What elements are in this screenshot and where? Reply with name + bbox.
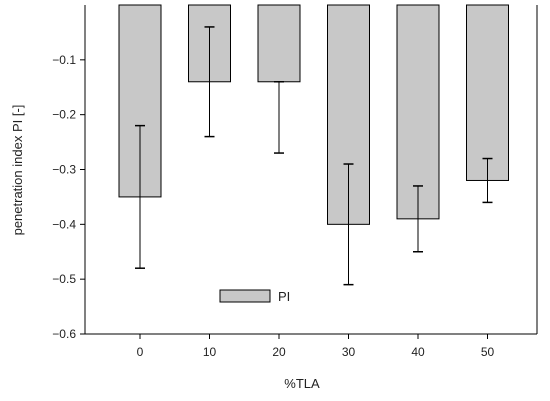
axes-layer: −0.1 −0.2 −0.3 −0.4 −0.5 −0.6 0 10 20 30 40 50 bbox=[52, 5, 538, 359]
x-tick-label: 10 bbox=[203, 345, 217, 359]
legend-label-pi: PI bbox=[278, 289, 290, 304]
y-tick-label: −0.2 bbox=[52, 108, 76, 122]
y-axis-label: penetration index PI [-] bbox=[10, 105, 25, 236]
bar-40 bbox=[396, 4, 440, 220]
y-tick-label: −0.1 bbox=[52, 53, 76, 67]
error-bars-layer bbox=[135, 26, 493, 286]
x-tick-label: 20 bbox=[272, 345, 286, 359]
x-tick-label: 50 bbox=[481, 345, 495, 359]
bars-layer bbox=[118, 4, 509, 225]
x-tick-label: 30 bbox=[342, 345, 356, 359]
x-tick-label: 0 bbox=[137, 345, 144, 359]
legend: PI bbox=[219, 289, 290, 304]
x-tick-label: 40 bbox=[411, 345, 425, 359]
y-tick-label: −0.4 bbox=[52, 217, 76, 231]
bar-20 bbox=[257, 4, 301, 83]
y-tick-label: −0.5 bbox=[52, 272, 76, 286]
x-axis-label: %TLA bbox=[284, 376, 320, 391]
y-tick-label: −0.3 bbox=[52, 163, 76, 177]
bar-50 bbox=[466, 4, 509, 181]
bar-30 bbox=[327, 4, 370, 225]
y-tick-label: −0.6 bbox=[52, 327, 76, 341]
legend-swatch-pi bbox=[219, 289, 271, 303]
